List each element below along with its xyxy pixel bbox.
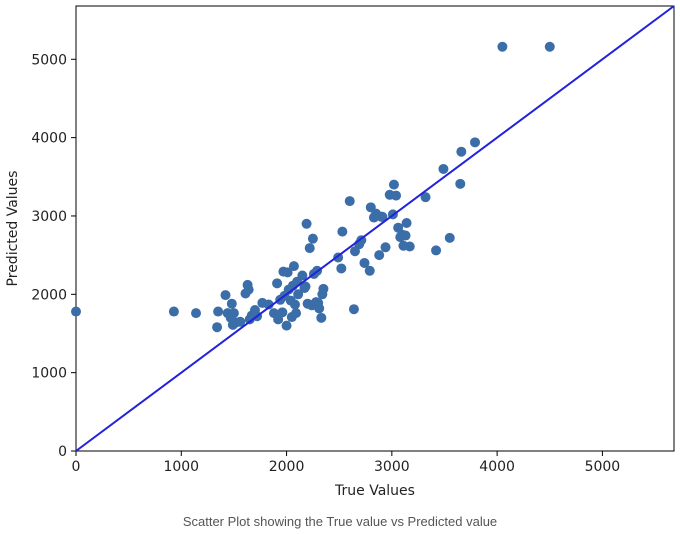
- data-point: [293, 289, 304, 300]
- data-point: [318, 283, 329, 294]
- y-axis-label: Predicted Values: [5, 171, 21, 287]
- data-point: [470, 137, 481, 148]
- x-tick-label: 3000: [374, 459, 410, 475]
- data-point: [359, 257, 370, 268]
- x-axis-ticks: 0 1000 2000 3000 4000 5000: [72, 451, 621, 475]
- plot-frame: [75, 5, 675, 452]
- data-point: [228, 308, 239, 319]
- data-point: [455, 178, 466, 189]
- data-point: [497, 41, 508, 52]
- data-point: [438, 163, 449, 174]
- data-point: [281, 320, 292, 331]
- data-point: [277, 307, 288, 318]
- y-axis-ticks: 0 1000 2000 3000 4000 5000: [31, 52, 76, 460]
- data-point: [235, 316, 246, 327]
- data-point: [400, 230, 411, 241]
- y-tick-label: 3000: [31, 209, 67, 225]
- x-tick-label: 0: [72, 459, 81, 475]
- data-point: [348, 304, 359, 315]
- data-point: [212, 322, 223, 333]
- x-axis-label: True Values: [334, 483, 415, 499]
- data-point: [336, 263, 347, 274]
- y-tick-label: 2000: [31, 287, 67, 303]
- scatter-chart: 0 1000 2000 3000 4000 5000 0 1000 2000 3000 4000 5…: [5, 5, 675, 499]
- data-points: [71, 41, 555, 333]
- data-point: [282, 267, 293, 278]
- data-point: [420, 192, 431, 203]
- data-point: [288, 261, 299, 272]
- y-tick-label: 1000: [31, 366, 67, 382]
- data-point: [226, 298, 237, 309]
- data-point: [168, 306, 179, 317]
- data-point: [316, 312, 327, 323]
- data-point: [401, 218, 412, 229]
- data-point: [344, 196, 355, 207]
- data-point: [291, 308, 302, 319]
- data-point: [388, 179, 399, 190]
- data-point: [301, 218, 312, 229]
- data-point: [71, 306, 81, 317]
- data-point: [380, 242, 391, 253]
- data-point: [391, 190, 402, 201]
- data-point: [544, 41, 555, 52]
- reference-line: [75, 5, 675, 452]
- data-point: [314, 303, 325, 314]
- y-tick-label: 5000: [31, 52, 67, 68]
- data-point: [431, 245, 442, 256]
- data-point: [272, 278, 283, 289]
- data-point: [243, 284, 254, 295]
- data-point: [300, 281, 311, 292]
- data-point: [404, 241, 415, 252]
- x-tick-label: 4000: [479, 459, 515, 475]
- data-point: [297, 270, 308, 281]
- figure-caption: Scatter Plot showing the True value vs P…: [182, 514, 498, 529]
- x-tick-label: 1000: [163, 459, 199, 475]
- y-tick-label: 4000: [31, 131, 67, 147]
- data-point: [374, 250, 385, 261]
- data-point: [364, 265, 375, 276]
- data-point: [444, 232, 455, 243]
- data-point: [220, 290, 231, 301]
- y-tick-label: 0: [58, 444, 67, 460]
- data-point: [456, 146, 467, 157]
- data-point: [304, 243, 315, 254]
- data-point: [337, 226, 348, 237]
- x-tick-label: 2000: [269, 459, 305, 475]
- data-point: [377, 211, 388, 222]
- data-point: [191, 308, 202, 319]
- data-point: [213, 306, 224, 317]
- data-point: [289, 299, 300, 310]
- x-tick-label: 5000: [585, 459, 621, 475]
- data-point: [307, 233, 318, 244]
- plot-area: [71, 5, 675, 452]
